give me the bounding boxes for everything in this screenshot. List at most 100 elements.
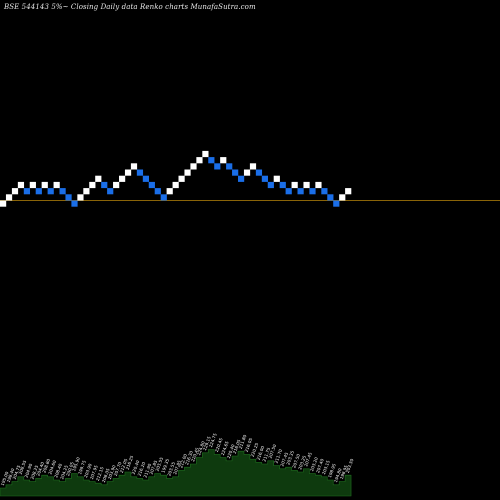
- price-label: 216.30: [184, 450, 194, 466]
- price-label: 207.45: [303, 451, 313, 467]
- price-label: 216.05: [232, 439, 242, 455]
- renko-brick-down: [47, 188, 54, 195]
- renko-brick-down: [59, 188, 66, 195]
- renko-brick-up: [83, 188, 90, 195]
- renko-brick-up: [77, 194, 84, 201]
- renko-brick-up: [303, 181, 310, 189]
- price-label: 204.25: [59, 464, 69, 480]
- price-label: 208.05: [101, 467, 111, 483]
- price-label: 204.40: [35, 461, 45, 477]
- renko-brick-up: [130, 163, 138, 170]
- price-label: 199.35: [160, 458, 170, 474]
- price-label: 229.15: [202, 435, 212, 451]
- renko-brick-up: [273, 175, 280, 182]
- volume-area: [0, 449, 352, 497]
- price-label: 203.90: [83, 463, 93, 479]
- price-label: 216.05: [244, 437, 254, 453]
- price-label: 207.85: [172, 459, 182, 475]
- renko-brick-up: [166, 188, 173, 195]
- price-label: 208.80: [41, 458, 51, 474]
- price-label: 220.45: [190, 447, 200, 463]
- price-label: 211.75: [262, 447, 272, 463]
- price-label: 211.80: [238, 434, 248, 450]
- price-label: 198.95: [327, 463, 337, 479]
- renko-brick-up: [249, 163, 257, 170]
- renko-brick-up: [17, 181, 25, 189]
- price-label: 216.00: [256, 445, 266, 461]
- renko-brick-up: [190, 163, 197, 170]
- price-label: 212.15: [95, 466, 105, 482]
- price-label: 208.55: [18, 459, 28, 475]
- renko-brick-down: [65, 194, 72, 201]
- price-label: 207.45: [279, 451, 289, 467]
- renko-brick-up: [0, 200, 7, 207]
- renko-brick-down: [333, 200, 340, 207]
- price-label: 207.50: [267, 443, 277, 459]
- renko-brick-up: [184, 169, 191, 176]
- renko-brick-down: [238, 175, 245, 182]
- renko-brick-up: [243, 169, 251, 176]
- renko-brick-down: [208, 157, 215, 164]
- renko-brick-up: [196, 157, 203, 164]
- renko-brick-down: [327, 194, 334, 201]
- price-label: 211.90: [143, 463, 153, 479]
- renko-brick-up: [53, 181, 60, 189]
- price-label: 207.40: [315, 458, 325, 474]
- renko-brick-down: [71, 200, 78, 207]
- renko-brick-up: [119, 175, 126, 182]
- chart-title: BSE 544143 5%~ Closing Daily data Renko …: [4, 3, 256, 11]
- brick-group: [0, 150, 352, 207]
- renko-brick-down: [321, 188, 328, 195]
- renko-brick-up: [339, 194, 346, 201]
- price-label: 216.20: [137, 461, 147, 477]
- price-label: 194.80: [333, 467, 343, 483]
- price-label: 200.05: [65, 461, 75, 477]
- price-label: 203.55: [166, 461, 176, 477]
- renko-brick-up: [315, 181, 322, 189]
- renko-brick-down: [267, 181, 274, 189]
- renko-brick-up: [202, 150, 209, 158]
- price-label: 203.35: [285, 450, 295, 466]
- renko-brick-up: [172, 181, 179, 189]
- renko-brick-up: [5, 194, 13, 201]
- renko-brick-down: [107, 188, 114, 195]
- price-label: 224.75: [208, 432, 218, 448]
- renko-brick-up: [178, 175, 185, 182]
- renko-brick-up: [11, 188, 19, 195]
- price-label: 204.75: [12, 464, 22, 480]
- price-label: 199.75: [77, 459, 87, 475]
- renko-brick-down: [23, 188, 30, 195]
- renko-brick-down: [309, 188, 316, 195]
- price-label: 195.00: [0, 471, 10, 487]
- renko-brick-down: [101, 181, 108, 189]
- price-label: 198.40: [6, 467, 16, 483]
- price-label: 220.45: [214, 437, 224, 453]
- price-label: 204.60: [47, 459, 57, 475]
- renko-brick-up: [113, 181, 120, 189]
- renko-brick-up: [41, 181, 48, 189]
- price-label: 211.70: [273, 448, 283, 464]
- price-label: 203.20: [309, 456, 319, 472]
- price-label: 204.90: [24, 463, 34, 479]
- price-label: 224.65: [220, 440, 230, 456]
- price-label: 207.70: [113, 461, 123, 477]
- price-label: 212.00: [178, 453, 188, 469]
- price-label: 208.40: [53, 463, 63, 479]
- renko-brick-up: [124, 169, 132, 176]
- renko-brick-down: [261, 175, 268, 182]
- price-label: 207.50: [291, 453, 301, 469]
- renko-brick-up: [345, 188, 352, 195]
- renko-brick-up: [220, 157, 227, 164]
- renko-brick-down: [232, 169, 239, 176]
- price-label: 208.25: [29, 464, 39, 480]
- renko-brick-down: [148, 181, 155, 189]
- price-label: 203.15: [321, 459, 331, 475]
- price-label-group: 195.00198.40204.75208.55204.90208.25204.…: [0, 432, 355, 486]
- renko-brick-down: [285, 188, 292, 195]
- renko-brick-up: [29, 181, 36, 189]
- renko-brick-down: [154, 188, 161, 195]
- price-label: 203.30: [345, 458, 355, 474]
- renko-brick-down: [35, 188, 42, 195]
- price-label: 220.25: [250, 442, 260, 458]
